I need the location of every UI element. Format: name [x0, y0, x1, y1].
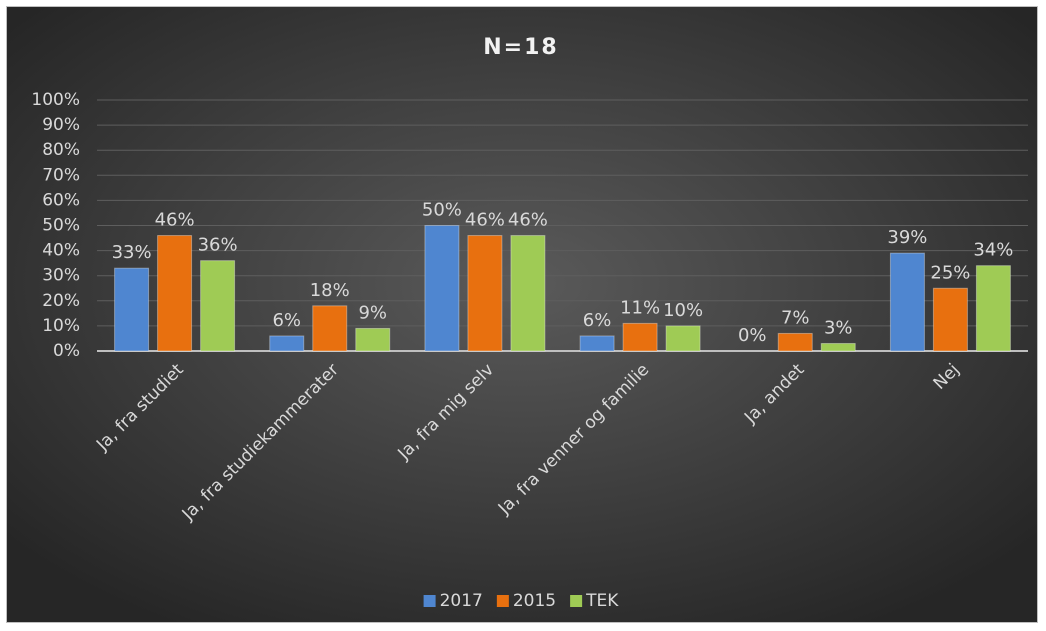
y-tick-label: 30%: [42, 266, 80, 286]
y-tick-label: 60%: [42, 190, 80, 210]
data-label: 0%: [738, 325, 767, 346]
bar: [355, 327, 391, 352]
bar: [510, 235, 546, 352]
bar: [114, 267, 150, 352]
data-label: 34%: [973, 240, 1013, 261]
y-tick-label: 40%: [42, 241, 80, 261]
bar: [467, 235, 503, 352]
bar: [975, 265, 1011, 352]
data-label: 46%: [508, 210, 548, 231]
bar: [312, 305, 348, 352]
bar: [579, 335, 615, 352]
data-label: 33%: [112, 242, 152, 263]
y-tick-label: 20%: [42, 291, 80, 311]
data-label: 46%: [465, 210, 505, 231]
y-tick-label: 70%: [42, 165, 80, 185]
data-label: 11%: [620, 297, 660, 318]
y-tick-label: 90%: [42, 115, 80, 135]
chart-title: N=18: [483, 35, 558, 60]
bar: [889, 252, 925, 352]
bar: [665, 325, 701, 352]
data-label: 10%: [663, 300, 703, 321]
data-label: 36%: [198, 235, 238, 256]
data-label: 9%: [358, 302, 387, 323]
bar: [622, 322, 658, 352]
data-label: 3%: [824, 317, 853, 338]
y-tick-label: 80%: [42, 140, 80, 160]
data-label: 39%: [887, 227, 927, 248]
legend-swatch: [570, 595, 583, 607]
bar: [200, 260, 236, 352]
data-label: 46%: [155, 210, 195, 231]
bar: [269, 335, 305, 352]
legend-label: TEK: [585, 591, 619, 611]
bar: [424, 225, 460, 352]
legend-label: 2015: [513, 591, 556, 611]
bar: [157, 235, 193, 352]
legend-label: 2017: [440, 591, 483, 611]
legend-swatch: [496, 595, 509, 607]
y-tick-label: 50%: [42, 216, 80, 236]
bar: [820, 342, 856, 352]
data-label: 50%: [422, 200, 462, 221]
data-label: 6%: [583, 310, 612, 331]
bar: [932, 287, 968, 352]
data-label: 7%: [781, 307, 810, 328]
data-label: 25%: [930, 262, 970, 283]
y-tick-label: 0%: [53, 341, 80, 361]
data-label: 6%: [272, 310, 301, 331]
y-tick-label: 100%: [31, 90, 80, 110]
data-label: 18%: [310, 280, 350, 301]
bar: [777, 332, 813, 352]
legend-swatch: [423, 595, 436, 607]
y-tick-label: 10%: [42, 316, 80, 336]
